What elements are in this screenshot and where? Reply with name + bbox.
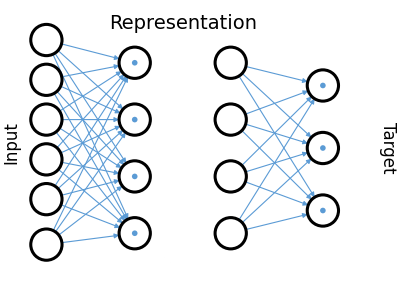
Ellipse shape [119,161,150,192]
Ellipse shape [215,218,246,249]
Ellipse shape [132,173,138,179]
Text: Representation: Representation [109,15,257,33]
Text: Target: Target [379,122,397,174]
Ellipse shape [307,70,338,101]
Ellipse shape [31,104,62,135]
Text: Input: Input [3,121,21,164]
Ellipse shape [119,218,150,249]
Ellipse shape [31,64,62,95]
Ellipse shape [215,104,246,135]
Ellipse shape [320,145,326,151]
Ellipse shape [31,184,62,215]
Ellipse shape [132,117,138,123]
Ellipse shape [119,47,150,78]
Ellipse shape [31,144,62,175]
Ellipse shape [31,24,62,56]
Ellipse shape [307,195,338,226]
Ellipse shape [132,60,138,66]
Ellipse shape [132,230,138,236]
Ellipse shape [320,83,326,88]
Ellipse shape [307,132,338,164]
Ellipse shape [31,229,62,260]
Ellipse shape [320,208,326,213]
Ellipse shape [215,161,246,192]
Ellipse shape [119,104,150,135]
Ellipse shape [215,47,246,78]
